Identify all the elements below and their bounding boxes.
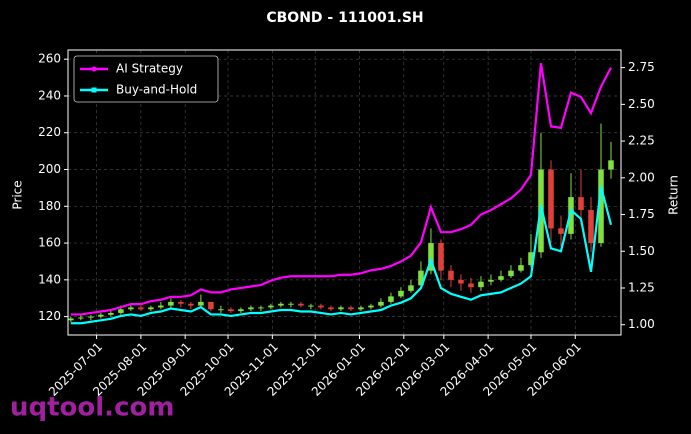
y-tick-label: 240 (38, 88, 61, 102)
candle-body (418, 270, 424, 286)
y2-tick-label: 2.75 (628, 60, 655, 74)
y-axis-label: Price (11, 180, 25, 209)
y2-tick-label: 1.25 (628, 280, 655, 294)
y2-tick-label: 2.50 (628, 97, 655, 111)
y-tick-label: 220 (38, 125, 61, 139)
candle-body (378, 301, 384, 306)
candle-body (288, 303, 294, 305)
candle-body (218, 309, 224, 311)
series-line (70, 186, 613, 325)
candle-body (388, 296, 394, 302)
candle-body (148, 307, 154, 310)
candle-body (598, 169, 604, 244)
y-tick-label: 260 (38, 52, 61, 66)
legend-box (73, 55, 219, 103)
candle-body (68, 318, 74, 321)
candle-body (178, 301, 184, 304)
candle-body (588, 209, 594, 244)
candle-body (358, 307, 364, 310)
series-line (70, 63, 612, 316)
candle-body (548, 169, 554, 229)
candle-body (508, 270, 514, 277)
legend-label: AI Strategy (116, 62, 183, 76)
candle-body (608, 160, 614, 170)
candle-body (468, 283, 474, 288)
candle-body (78, 317, 84, 319)
chart-title: CBOND - 111001.SH (266, 10, 423, 26)
y2-tick-label: 2.25 (628, 134, 655, 148)
candle-body (108, 312, 114, 315)
candle-body (168, 301, 174, 306)
candle-body (458, 279, 464, 284)
candle-body (98, 314, 104, 317)
legend-label: Buy-and-Hold (116, 83, 197, 97)
candle-body (188, 303, 194, 306)
candle-body (198, 301, 204, 306)
candle-body (268, 305, 274, 308)
candle-body (128, 307, 134, 310)
candle-body (278, 303, 284, 306)
y2-axis-label: Return (667, 175, 681, 215)
candle-body (138, 307, 144, 310)
candle-body (318, 305, 324, 308)
candle-body (578, 197, 584, 210)
y-tick-label: 140 (38, 272, 61, 286)
y2-tick-label: 1.50 (628, 244, 655, 258)
candle-body (438, 243, 444, 271)
candle-body (308, 305, 314, 307)
candle-body (118, 309, 124, 313)
candle-body (298, 303, 304, 306)
candle-body (518, 265, 524, 271)
candle-body (158, 305, 164, 308)
candle-body (248, 307, 254, 310)
candle-body (528, 252, 534, 266)
candle-body (228, 309, 234, 312)
candle-body (558, 228, 564, 234)
plot-frame (67, 49, 622, 336)
y2-tick-label: 1.75 (628, 207, 655, 221)
y-tick-label: 120 (38, 309, 61, 323)
candle-body (368, 305, 374, 308)
y2-tick-label: 2.00 (628, 170, 655, 184)
y2-tick-label: 1.00 (628, 317, 655, 331)
candle-body (258, 307, 264, 309)
candle-body (348, 307, 354, 310)
legend-marker (91, 87, 97, 93)
candle-body (338, 307, 344, 310)
candle-body (88, 316, 94, 318)
y-tick-label: 180 (38, 199, 61, 213)
candle-body (498, 276, 504, 280)
legend-marker (91, 66, 97, 72)
candle-body (568, 197, 574, 234)
candle-body (208, 301, 214, 310)
candle-body (448, 270, 454, 280)
candle-body (488, 279, 494, 282)
candle-body (328, 307, 334, 310)
candle-body (238, 309, 244, 312)
y-tick-label: 200 (38, 162, 61, 176)
candle-body (408, 285, 414, 291)
y-tick-label: 160 (38, 236, 61, 250)
candle-body (478, 281, 484, 288)
candle-body (398, 290, 404, 297)
watermark: uqtool.com (10, 393, 174, 423)
